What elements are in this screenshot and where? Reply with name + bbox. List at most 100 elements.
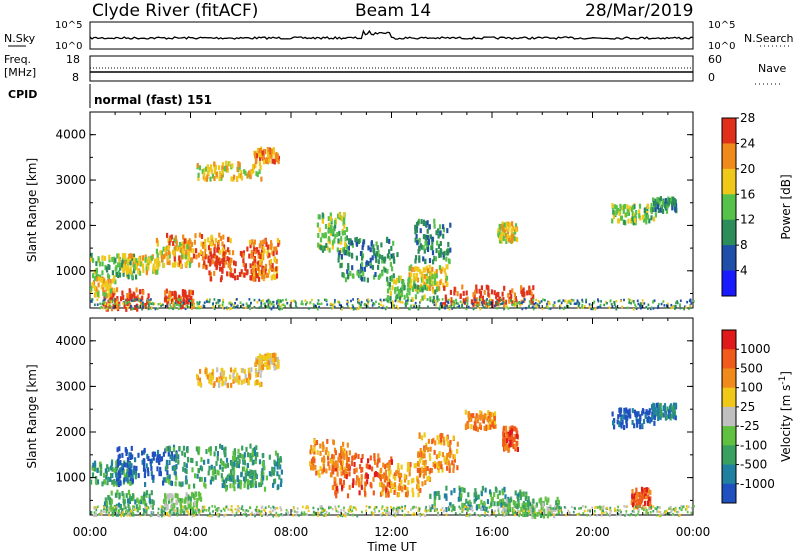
echo-cell: [185, 492, 188, 498]
echo-cell: [259, 165, 262, 171]
echo-cell: [275, 246, 278, 252]
echo-cell: [351, 482, 354, 488]
echo-cell: [409, 462, 412, 467]
echo-cell: [261, 514, 263, 517]
echo-cell: [240, 367, 243, 373]
echo-cell: [653, 410, 656, 416]
echo-cell: [194, 473, 197, 479]
echo-cell: [253, 262, 256, 268]
echo-cell: [619, 408, 622, 414]
echo-cell: [243, 169, 246, 175]
echo-cell: [425, 510, 428, 513]
echo-cell: [293, 510, 296, 513]
echo-cell: [168, 307, 171, 310]
echo-cell: [654, 198, 657, 204]
echo-cell: [559, 304, 562, 307]
echo-cell: [105, 474, 108, 480]
echo-cell: [623, 298, 625, 302]
echo-cell: [277, 298, 280, 302]
echo-cell: [240, 379, 243, 385]
echo-cell: [109, 477, 112, 482]
echo-cell: [522, 501, 525, 507]
echo-cell: [616, 419, 619, 425]
echo-cell: [442, 436, 445, 442]
echo-cell: [463, 487, 466, 493]
echo-cell: [652, 301, 654, 304]
echo-cell: [634, 514, 637, 517]
echo-cell: [323, 458, 326, 464]
echo-cell: [270, 148, 273, 154]
echo-cell: [174, 306, 177, 310]
echo-cell: [670, 404, 673, 410]
echo-cell: [475, 297, 478, 303]
echo-cell: [388, 285, 391, 291]
echo-cell: [309, 301, 312, 304]
echo-cell: [316, 302, 319, 305]
echo-cell: [414, 283, 417, 289]
freq-label: Freq.: [4, 53, 31, 66]
echo-cell: [397, 307, 400, 310]
echo-cell: [278, 303, 281, 306]
echo-cell: [510, 497, 513, 503]
echo-cell: [261, 461, 264, 467]
echo-cell: [659, 408, 662, 413]
echo-cell: [423, 284, 426, 290]
echo-cell: [364, 490, 367, 496]
echo-cell: [506, 438, 509, 444]
echo-cell: [429, 467, 432, 473]
echo-cell: [142, 466, 146, 472]
echo-cell: [146, 453, 149, 459]
echo-cell: [179, 304, 182, 307]
echo-cell: [666, 304, 668, 307]
echo-cell: [313, 458, 316, 464]
echo-cell: [439, 280, 442, 286]
echo-cell: [641, 302, 644, 305]
echo-cell: [183, 243, 186, 249]
echo-cell: [313, 305, 315, 308]
echo-cell: [355, 241, 359, 247]
echo-cell: [511, 303, 514, 307]
echo-cell: [653, 415, 656, 421]
echo-cell: [539, 301, 541, 304]
echo-cell: [352, 513, 354, 517]
echo-cell: [429, 272, 432, 278]
echo-cell: [254, 459, 257, 465]
echo-cell: [247, 484, 250, 490]
echo-cell: [121, 469, 124, 475]
echo-cell: [485, 284, 488, 290]
echo-cell: [255, 505, 258, 509]
echo-cell: [242, 303, 245, 307]
echo-cell: [437, 453, 441, 458]
echo-cell: [256, 301, 259, 304]
echo-cell: [493, 423, 496, 429]
echo-cell: [442, 233, 445, 239]
echo-cell: [524, 496, 527, 501]
echo-cell: [625, 423, 628, 429]
echo-cell: [132, 468, 135, 474]
echo-cell: [111, 479, 114, 485]
echo-cell: [692, 300, 695, 303]
echo-cell: [407, 465, 410, 471]
echo-cell: [114, 511, 117, 517]
echo-cell: [274, 450, 278, 456]
echo-region: [497, 221, 519, 244]
echo-cell: [199, 465, 202, 471]
echo-cell: [242, 258, 245, 264]
echo-cell: [516, 506, 519, 510]
echo-cell: [429, 276, 432, 281]
echo-cell: [583, 305, 586, 308]
echo-cell: [341, 230, 344, 236]
echo-cell: [150, 298, 152, 301]
echo-cell: [142, 508, 145, 511]
echo-cell: [170, 480, 174, 486]
echo-cell: [181, 302, 183, 306]
echo-cell: [533, 303, 536, 306]
echo-cell: [672, 508, 675, 511]
echo-cell: [371, 255, 374, 261]
echo-cell: [666, 203, 669, 209]
echo-cell: [593, 300, 596, 303]
echo-cell: [348, 450, 351, 456]
echo-cell: [95, 508, 98, 512]
echo-cell: [106, 480, 109, 486]
echo-cell: [441, 467, 444, 473]
